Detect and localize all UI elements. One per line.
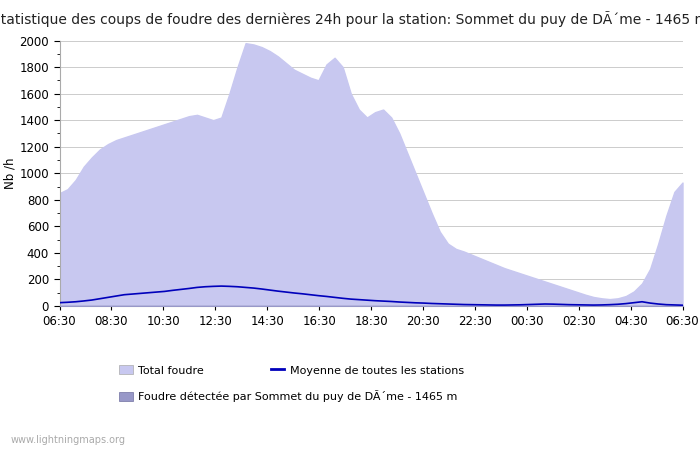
Text: Statistique des coups de foudre des dernières 24h pour la station: Sommet du puy: Statistique des coups de foudre des dern… xyxy=(0,11,700,27)
Y-axis label: Nb /h: Nb /h xyxy=(4,158,17,189)
Legend: Foudre détectée par Sommet du puy de DÃ´me - 1465 m: Foudre détectée par Sommet du puy de DÃ´… xyxy=(115,386,462,407)
Text: www.lightningmaps.org: www.lightningmaps.org xyxy=(10,435,125,445)
